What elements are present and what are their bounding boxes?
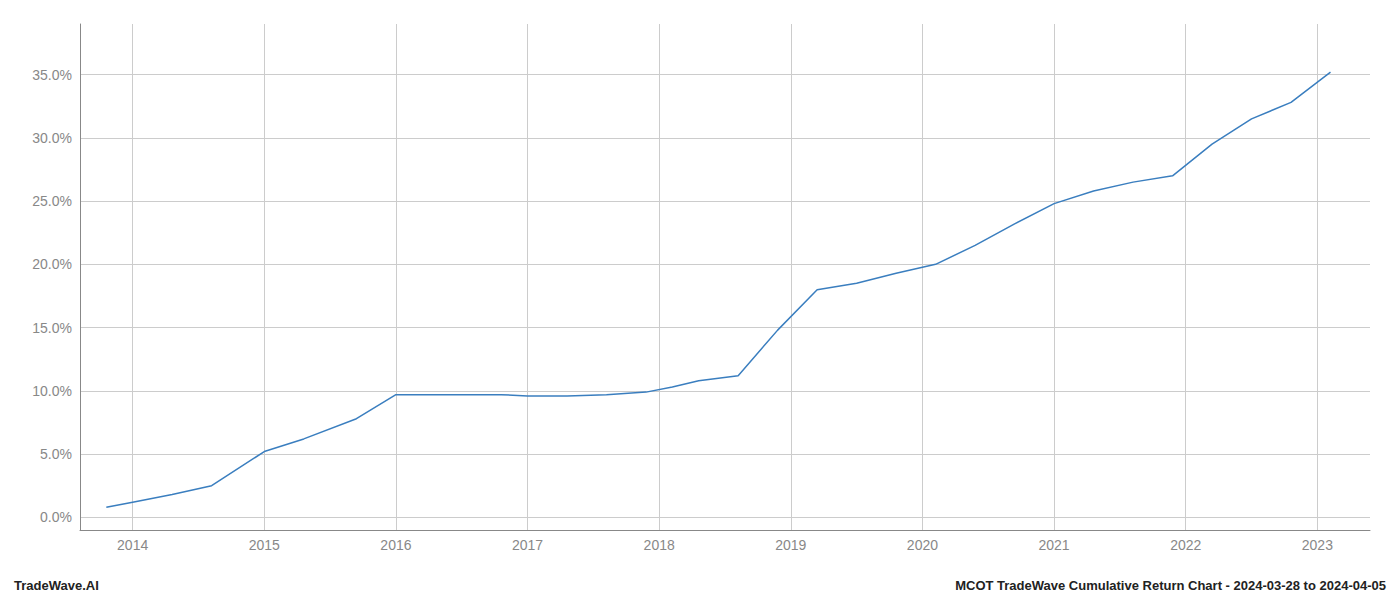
svg-text:2021: 2021	[1039, 537, 1070, 553]
svg-text:2017: 2017	[512, 537, 543, 553]
svg-text:2016: 2016	[380, 537, 411, 553]
svg-text:20.0%: 20.0%	[32, 256, 72, 272]
svg-text:25.0%: 25.0%	[32, 193, 72, 209]
svg-text:2022: 2022	[1170, 537, 1201, 553]
svg-text:2019: 2019	[775, 537, 806, 553]
svg-text:5.0%: 5.0%	[40, 446, 72, 462]
svg-text:2023: 2023	[1302, 537, 1333, 553]
svg-text:2018: 2018	[644, 537, 675, 553]
svg-text:35.0%: 35.0%	[32, 67, 72, 83]
svg-text:15.0%: 15.0%	[32, 320, 72, 336]
svg-text:2014: 2014	[117, 537, 148, 553]
svg-text:TradeWave.AI: TradeWave.AI	[14, 578, 99, 593]
svg-text:10.0%: 10.0%	[32, 383, 72, 399]
svg-text:0.0%: 0.0%	[40, 509, 72, 525]
svg-text:MCOT TradeWave Cumulative Retu: MCOT TradeWave Cumulative Return Chart -…	[955, 578, 1386, 593]
svg-text:2015: 2015	[249, 537, 280, 553]
svg-text:30.0%: 30.0%	[32, 130, 72, 146]
svg-text:2020: 2020	[907, 537, 938, 553]
